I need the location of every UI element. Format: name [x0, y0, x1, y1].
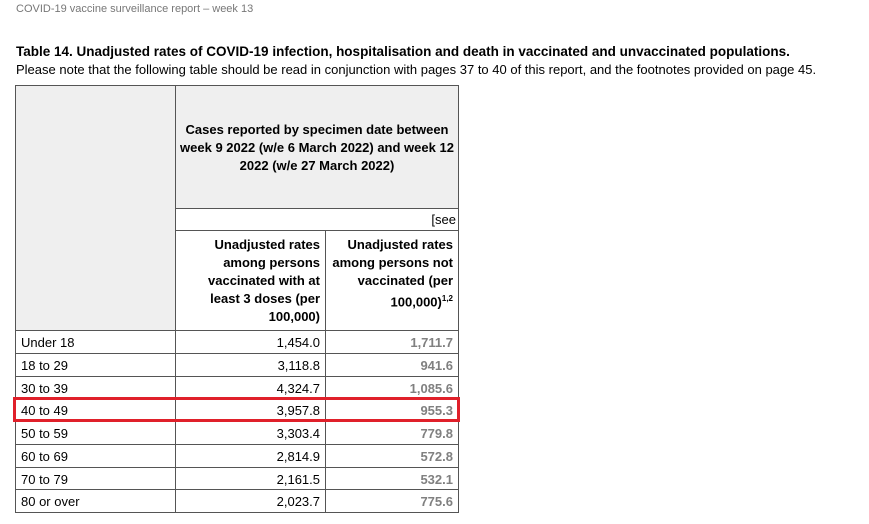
highlight-box	[13, 397, 460, 422]
unvaccinated-rate: 941.6	[325, 352, 459, 377]
vaccinated-rate: 3,303.4	[175, 421, 326, 445]
table-note: Please note that the following table sho…	[16, 62, 817, 77]
vaccinated-rate: 2,814.9	[175, 443, 326, 468]
table-title: Table 14. Unadjusted rates of COVID-19 i…	[16, 44, 790, 59]
row-label: 30 to 39	[15, 375, 176, 400]
unvaccinated-rate: 779.8	[325, 421, 459, 445]
vaccinated-rate: 1,454.0	[175, 330, 326, 354]
row-label: 70 to 79	[15, 466, 176, 491]
column-header: Unadjusted rates among persons not vacci…	[325, 230, 459, 331]
unvaccinated-rate: 1,085.6	[325, 375, 459, 400]
vaccinated-rate: 2,161.5	[175, 466, 326, 491]
running-title: COVID-19 vaccine surveillance report – w…	[16, 3, 254, 15]
row-label: Under 18	[15, 330, 176, 354]
unvaccinated-rate: 532.1	[325, 466, 459, 491]
row-label: 60 to 69	[15, 443, 176, 468]
see-cell: [see	[175, 208, 459, 231]
vaccinated-rate: 2,023.7	[175, 489, 326, 513]
unvaccinated-rate: 775.6	[325, 489, 459, 513]
column-header-text: Unadjusted rates among persons not vacci…	[332, 237, 453, 310]
table: Cases reported by specimen date between …	[15, 85, 460, 515]
corner-cell	[15, 85, 176, 331]
row-label: 18 to 29	[15, 352, 176, 377]
unvaccinated-rate: 572.8	[325, 443, 459, 468]
unvaccinated-rate: 1,711.7	[325, 330, 459, 354]
row-label: 80 or over	[15, 489, 176, 513]
row-label: 50 to 59	[15, 421, 176, 445]
footnote-ref: 1,2	[441, 294, 453, 303]
vaccinated-rate: 3,118.8	[175, 352, 326, 377]
group-header: Cases reported by specimen date between …	[175, 85, 459, 209]
vaccinated-rate: 4,324.7	[175, 375, 326, 400]
column-header: Unadjusted rates among persons vaccinate…	[175, 230, 326, 331]
